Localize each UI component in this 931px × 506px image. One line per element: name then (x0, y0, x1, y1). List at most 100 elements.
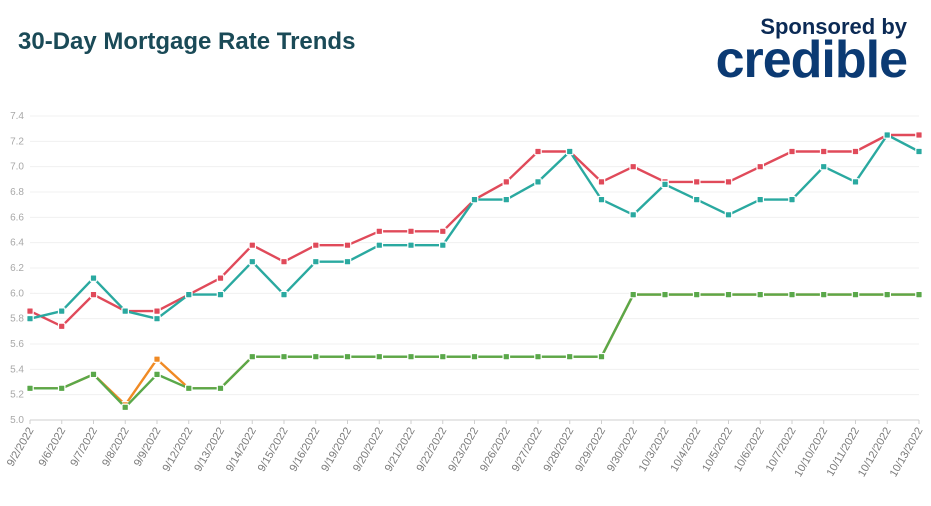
marker-series-red (789, 148, 795, 154)
y-tick-label: 7.2 (10, 136, 24, 147)
marker-series-teal (154, 316, 160, 322)
marker-series-teal (567, 148, 573, 154)
marker-series-teal (884, 132, 890, 138)
y-tick-label: 7.0 (10, 162, 24, 173)
marker-series-orange (154, 356, 160, 362)
x-tick-label: 9/26/2022 (478, 426, 513, 474)
marker-series-red (694, 179, 700, 185)
marker-series-green (27, 385, 33, 391)
marker-series-red (27, 308, 33, 314)
marker-series-green (313, 354, 319, 360)
marker-series-red (916, 132, 922, 138)
y-tick-label: 5.4 (10, 364, 24, 375)
series-line-series-red (30, 135, 919, 326)
sponsor-block: Sponsored by credible (716, 14, 907, 86)
marker-series-green (503, 354, 509, 360)
x-tick-label: 9/6/2022 (37, 426, 69, 469)
marker-series-red (217, 275, 223, 281)
marker-series-green (535, 354, 541, 360)
marker-series-teal (90, 275, 96, 281)
marker-series-teal (725, 212, 731, 218)
marker-series-red (852, 148, 858, 154)
marker-series-red (376, 228, 382, 234)
marker-series-green (630, 291, 636, 297)
marker-series-teal (59, 308, 65, 314)
x-tick-label: 9/15/2022 (256, 426, 291, 474)
y-tick-label: 7.4 (10, 111, 24, 122)
marker-series-green (757, 291, 763, 297)
marker-series-teal (630, 212, 636, 218)
x-tick-label: 9/29/2022 (573, 426, 608, 474)
marker-series-teal (186, 291, 192, 297)
line-chart-svg: 5.05.25.45.65.86.06.26.46.66.87.07.27.49… (0, 110, 931, 506)
marker-series-red (503, 179, 509, 185)
marker-series-teal (376, 242, 382, 248)
x-tick-label: 9/27/2022 (510, 426, 545, 474)
marker-series-teal (344, 259, 350, 265)
series-line-series-teal (30, 135, 919, 319)
marker-series-green (471, 354, 477, 360)
marker-series-green (122, 404, 128, 410)
y-tick-label: 6.4 (10, 238, 24, 249)
x-tick-label: 9/20/2022 (351, 426, 386, 474)
x-tick-label: 9/9/2022 (132, 426, 164, 469)
x-tick-label: 10/4/2022 (668, 426, 703, 474)
x-tick-label: 9/22/2022 (414, 426, 449, 474)
marker-series-teal (821, 164, 827, 170)
marker-series-green (440, 354, 446, 360)
marker-series-green (567, 354, 573, 360)
chart-area: 5.05.25.45.65.86.06.26.46.66.87.07.27.49… (0, 110, 931, 506)
marker-series-green (789, 291, 795, 297)
marker-series-teal (313, 259, 319, 265)
marker-series-teal (281, 291, 287, 297)
x-tick-label: 9/19/2022 (319, 426, 354, 474)
x-tick-label: 9/28/2022 (541, 426, 576, 474)
y-tick-label: 5.8 (10, 314, 24, 325)
marker-series-red (249, 242, 255, 248)
x-tick-label: 9/14/2022 (224, 426, 259, 474)
marker-series-green (186, 385, 192, 391)
y-tick-label: 6.6 (10, 212, 24, 223)
marker-series-red (535, 148, 541, 154)
y-tick-label: 5.0 (10, 415, 24, 426)
x-tick-label: 10/6/2022 (732, 426, 767, 474)
marker-series-teal (662, 181, 668, 187)
x-tick-label: 9/23/2022 (446, 426, 481, 474)
marker-series-teal (535, 179, 541, 185)
marker-series-green (694, 291, 700, 297)
x-tick-label: 10/13/2022 (888, 426, 926, 480)
x-tick-label: 9/30/2022 (605, 426, 640, 474)
marker-series-green (344, 354, 350, 360)
x-tick-label: 9/2/2022 (5, 426, 37, 469)
y-tick-label: 5.6 (10, 339, 24, 350)
y-tick-label: 5.2 (10, 390, 24, 401)
marker-series-teal (249, 259, 255, 265)
marker-series-green (217, 385, 223, 391)
x-tick-label: 9/7/2022 (68, 426, 100, 469)
marker-series-red (598, 179, 604, 185)
marker-series-teal (598, 196, 604, 202)
marker-series-red (725, 179, 731, 185)
marker-series-green (916, 291, 922, 297)
x-tick-label: 10/3/2022 (637, 426, 672, 474)
marker-series-red (344, 242, 350, 248)
marker-series-teal (852, 179, 858, 185)
marker-series-teal (471, 196, 477, 202)
x-tick-label: 9/13/2022 (192, 426, 227, 474)
marker-series-green (598, 354, 604, 360)
marker-series-teal (217, 291, 223, 297)
marker-series-red (408, 228, 414, 234)
marker-series-green (154, 371, 160, 377)
y-tick-label: 6.8 (10, 187, 24, 198)
marker-series-red (630, 164, 636, 170)
y-tick-label: 6.0 (10, 288, 24, 299)
marker-series-red (313, 242, 319, 248)
x-tick-label: 9/8/2022 (100, 426, 132, 469)
marker-series-green (662, 291, 668, 297)
marker-series-green (884, 291, 890, 297)
marker-series-green (852, 291, 858, 297)
marker-series-teal (757, 196, 763, 202)
marker-series-teal (694, 196, 700, 202)
marker-series-red (59, 323, 65, 329)
series-line-series-orange (30, 295, 919, 405)
